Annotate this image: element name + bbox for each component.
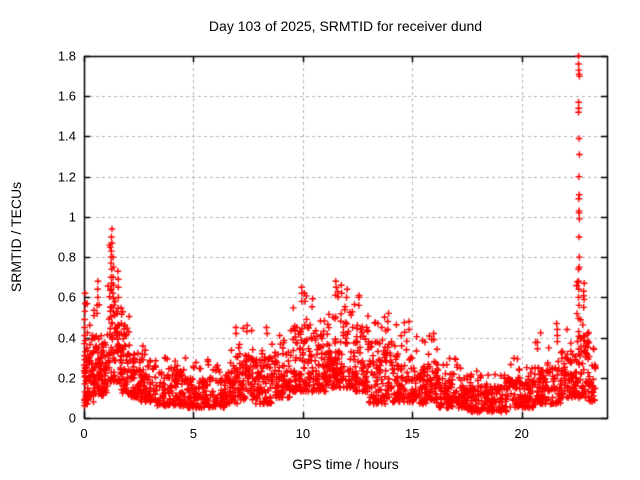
- x-tick-label: 0: [80, 426, 88, 441]
- y-tick-label: 0.4: [57, 330, 76, 346]
- x-tick-label: 20: [514, 426, 529, 441]
- y-tick-label: 1.8: [57, 48, 76, 64]
- y-tick-label: 0.6: [57, 289, 76, 305]
- y-tick-label: 0: [68, 410, 76, 426]
- y-tick-label: 1.4: [57, 128, 76, 144]
- x-axis-label: GPS time / hours: [292, 456, 399, 472]
- chart-title: Day 103 of 2025, SRMTID for receiver dun…: [208, 18, 483, 34]
- y-axis-label: SRMTID / TECUs: [8, 181, 24, 293]
- y-tick-label: 1.6: [57, 88, 76, 104]
- x-tick-label: 10: [295, 426, 311, 441]
- y-tick-label: 1: [68, 209, 76, 225]
- x-tick-label: 15: [405, 426, 420, 441]
- y-tick-label: 1.2: [57, 169, 76, 185]
- y-tick-label: 0.2: [57, 370, 76, 386]
- x-tick-label: 5: [189, 426, 198, 441]
- y-tick-label: 0.8: [57, 249, 76, 265]
